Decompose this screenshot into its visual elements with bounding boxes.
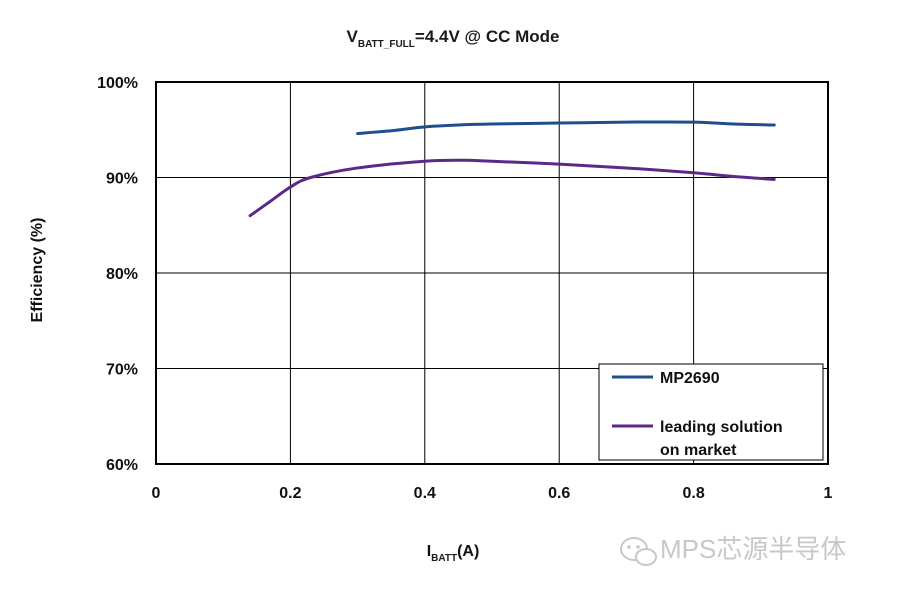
- y-axis-label: Efficiency (%): [29, 218, 46, 323]
- legend: MP2690 leading solution on market: [598, 363, 824, 461]
- title-subscript: BATT_FULL: [358, 39, 415, 50]
- watermark: MPS芯源半导体: [620, 534, 846, 566]
- x-tick-labels: 0 0.2 0.4 0.6 0.8 1: [152, 485, 833, 502]
- x-tick-label-3: 0.6: [548, 485, 570, 502]
- title-suffix: =4.4V @ CC Mode: [415, 27, 560, 46]
- x-label-main: I: [427, 543, 431, 560]
- series-line-0: [356, 120, 776, 136]
- x-tick-label-4: 0.8: [682, 485, 704, 502]
- y-tick-label-4: 100%: [97, 75, 138, 92]
- legend-label-leading-solution-line1: leading solution: [660, 419, 783, 436]
- legend-label-leading-solution-line2: on market: [660, 442, 737, 459]
- x-tick-label-1: 0.2: [279, 485, 301, 502]
- x-tick-label-0: 0: [152, 485, 161, 502]
- y-tick-label-3: 90%: [106, 171, 138, 188]
- x-axis-label: IBATT(A): [427, 543, 480, 564]
- chart-title: VBATT_FULL=4.4V @ CC Mode: [347, 27, 560, 50]
- series-line-1: [248, 158, 776, 218]
- y-tick-labels: 60% 70% 80% 90% 100%: [97, 75, 138, 474]
- plot-frame: [155, 81, 829, 465]
- legend-box: [598, 363, 824, 461]
- x-tick-label-5: 1: [824, 485, 833, 502]
- watermark-text: MPS芯源半导体: [660, 534, 846, 564]
- y-tick-label-0: 60%: [106, 457, 138, 474]
- wechat-icon: [620, 537, 657, 566]
- legend-label-mp2690: MP2690: [660, 370, 720, 387]
- x-tick-label-2: 0.4: [414, 485, 436, 502]
- x-label-subscript: BATT: [431, 553, 457, 564]
- title-prefix: V: [347, 27, 359, 46]
- y-tick-label-1: 70%: [106, 362, 138, 379]
- y-tick-label-2: 80%: [106, 266, 138, 283]
- series-group: [248, 120, 776, 218]
- x-label-suffix: (A): [457, 543, 479, 560]
